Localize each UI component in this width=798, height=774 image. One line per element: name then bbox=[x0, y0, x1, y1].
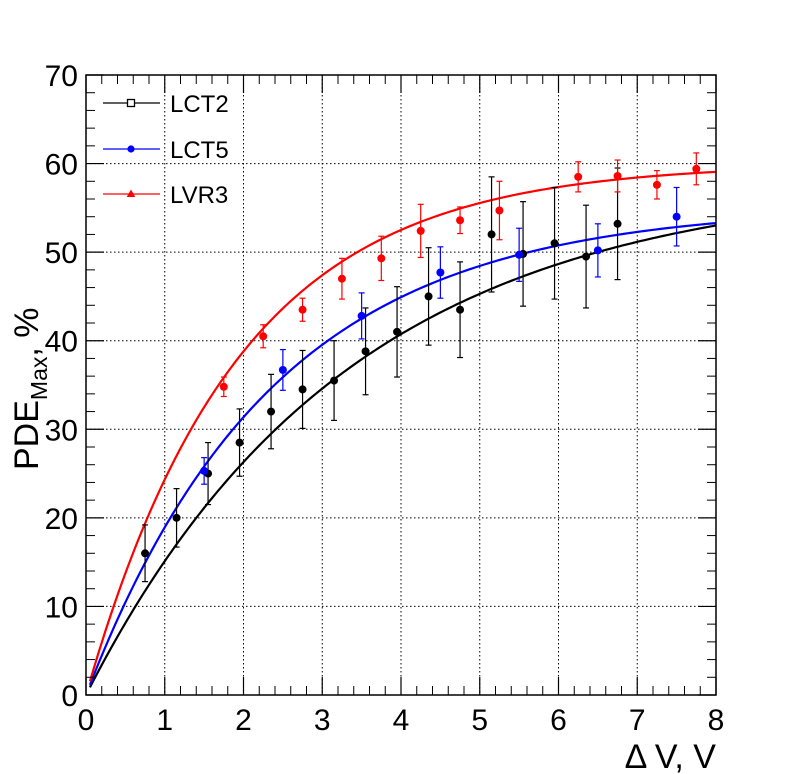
data-point-lvr3 bbox=[377, 254, 386, 263]
y-tick-label: 50 bbox=[45, 237, 78, 270]
data-point-lvr3 bbox=[495, 206, 504, 215]
y-axis-title-main: PDE bbox=[8, 400, 46, 470]
data-point-lct5 bbox=[200, 466, 209, 475]
x-axis-title: Δ V, V bbox=[625, 738, 717, 774]
legend-marker-lvr3 bbox=[126, 189, 136, 197]
data-point-lvr3 bbox=[692, 164, 701, 173]
data-point-lct2 bbox=[267, 407, 276, 416]
data-point-lvr3 bbox=[298, 305, 307, 314]
fit-curves bbox=[88, 170, 717, 688]
data-point-lct2 bbox=[456, 305, 465, 314]
x-tick-label: 4 bbox=[393, 704, 410, 737]
y-tick-label: 60 bbox=[45, 149, 78, 182]
data-point-lvr3 bbox=[613, 171, 622, 180]
legend-label-lct5: LCT5 bbox=[170, 137, 229, 164]
y-tick-label: 40 bbox=[45, 326, 78, 359]
data-point-lct2 bbox=[550, 239, 559, 248]
y-tick-label: 0 bbox=[61, 680, 78, 713]
data-point-lct2 bbox=[330, 376, 339, 385]
grid-lines bbox=[86, 75, 716, 695]
data-point-lct2 bbox=[235, 438, 244, 447]
data-point-lvr3 bbox=[416, 226, 425, 235]
data-point-lct2 bbox=[424, 292, 433, 301]
data-point-lvr3 bbox=[652, 180, 661, 189]
x-tick-label: 3 bbox=[314, 704, 331, 737]
x-tick-labels: 0 1 2 3 4 5 6 7 8 bbox=[78, 704, 725, 737]
data-point-lct5 bbox=[672, 212, 681, 221]
x-tick-label: 5 bbox=[471, 704, 488, 737]
data-points bbox=[141, 164, 701, 558]
legend-label-lvr3: LVR3 bbox=[170, 182, 228, 209]
axis-ticks bbox=[85, 74, 717, 696]
data-point-lct2 bbox=[487, 230, 496, 239]
y-axis-title-subscript: Max bbox=[26, 356, 52, 400]
data-point-lvr3 bbox=[219, 382, 228, 391]
x-tick-label: 2 bbox=[235, 704, 252, 737]
data-point-lct5 bbox=[515, 250, 524, 259]
legend-marker-lct2 bbox=[126, 98, 136, 108]
x-tick-label: 0 bbox=[78, 704, 95, 737]
data-point-lvr3 bbox=[259, 332, 268, 341]
fit-curve-lct2 bbox=[88, 224, 717, 688]
y-tick-label: 30 bbox=[45, 414, 78, 447]
fit-curve-lct5 bbox=[88, 221, 717, 686]
data-point-lct2 bbox=[582, 252, 591, 261]
fit-curve-lvr3 bbox=[88, 170, 717, 682]
data-point-lvr3 bbox=[337, 274, 346, 283]
x-tick-label: 8 bbox=[708, 704, 725, 737]
data-point-lct2 bbox=[141, 549, 150, 558]
y-tick-label: 10 bbox=[45, 591, 78, 624]
data-point-lvr3 bbox=[456, 216, 465, 225]
y-tick-label: 20 bbox=[45, 503, 78, 536]
y-axis-title-suffix: , % bbox=[8, 308, 46, 357]
data-point-lct5 bbox=[593, 246, 602, 255]
x-tick-label: 7 bbox=[629, 704, 646, 737]
data-point-lct5 bbox=[436, 268, 445, 277]
data-point-lct5 bbox=[278, 365, 287, 374]
data-point-lct5 bbox=[357, 311, 366, 320]
y-axis-title: PDEMax, % bbox=[8, 308, 52, 471]
data-point-lct2 bbox=[613, 219, 622, 228]
data-point-lct2 bbox=[172, 513, 181, 522]
legend-label-lct2: LCT2 bbox=[170, 91, 229, 118]
data-point-lct2 bbox=[393, 327, 402, 336]
x-tick-label: 6 bbox=[550, 704, 567, 737]
y-tick-labels: 0 10 20 30 40 50 60 70 bbox=[45, 60, 78, 713]
x-tick-label: 1 bbox=[156, 704, 173, 737]
legend: LCT2 LCT5 LVR3 bbox=[103, 91, 229, 209]
data-point-lvr3 bbox=[574, 172, 583, 181]
data-point-lct2 bbox=[298, 385, 307, 394]
legend-marker-lct5 bbox=[127, 145, 135, 153]
y-tick-label: 70 bbox=[45, 60, 78, 93]
data-point-lct2 bbox=[361, 347, 370, 356]
